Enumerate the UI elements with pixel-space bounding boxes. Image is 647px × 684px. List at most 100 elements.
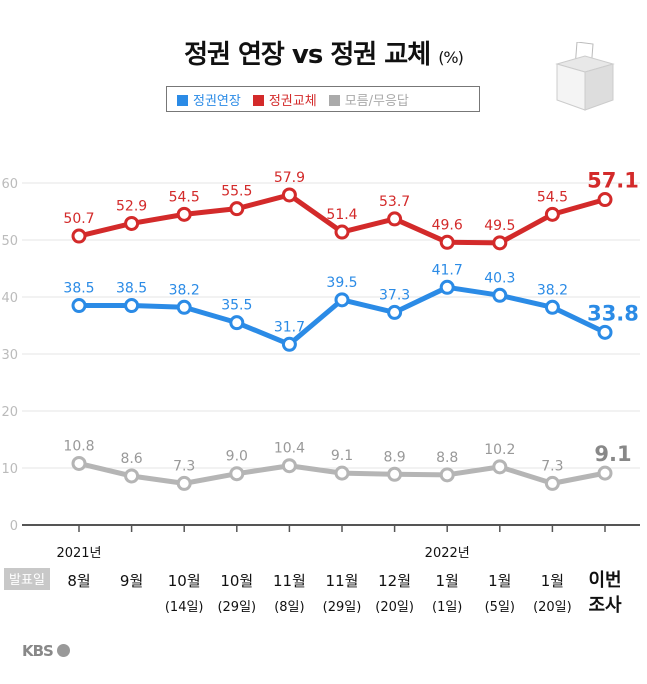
legend-label: 모름/무응답 xyxy=(344,93,409,109)
logo-text: KBS xyxy=(22,642,54,660)
kbs-logo: KBS xyxy=(22,642,71,660)
data-point xyxy=(387,304,403,320)
data-label: 31.7 xyxy=(274,319,305,335)
data-label: 51.4 xyxy=(326,207,357,223)
data-point xyxy=(229,315,245,331)
data-label: 53.7 xyxy=(379,194,410,210)
data-label: 41.7 xyxy=(432,262,463,278)
title-unit: (%) xyxy=(438,48,464,67)
y-tick-label: 50 xyxy=(1,234,18,249)
data-point xyxy=(544,299,560,315)
data-label: 54.5 xyxy=(537,189,568,205)
legend-item-0: 정권연장 xyxy=(177,90,241,109)
chart-title: 정권 연장 vs 정권 교체 (%) xyxy=(0,34,647,71)
legend-item-1: 정권교체 xyxy=(252,90,317,109)
data-point xyxy=(124,468,140,484)
data-label: 38.5 xyxy=(63,281,94,297)
x-tick-sublabel: (20일) xyxy=(375,600,414,615)
data-point xyxy=(71,228,87,244)
data-point xyxy=(439,279,455,295)
data-point xyxy=(544,475,560,491)
data-point xyxy=(71,455,87,471)
data-label: 40.3 xyxy=(484,270,515,286)
data-point xyxy=(544,206,560,222)
data-label: 7.3 xyxy=(541,458,563,474)
x-tick-label: 1월 xyxy=(488,572,511,590)
x-tick-label: 1월 xyxy=(436,572,459,590)
legend-item-2: 모름/무응답 xyxy=(328,90,409,109)
data-point xyxy=(597,192,613,208)
x-tick-sublabel: (20일) xyxy=(533,600,572,615)
data-label: 49.5 xyxy=(484,218,515,234)
data-label: 57.9 xyxy=(274,170,305,186)
data-point xyxy=(387,211,403,227)
data-label: 39.5 xyxy=(326,275,357,291)
y-tick-label: 40 xyxy=(1,291,18,306)
x-tick-label: 이번 xyxy=(588,570,621,591)
data-point xyxy=(492,235,508,251)
data-label: 37.3 xyxy=(379,287,410,303)
x-tick-sublabel: (8일) xyxy=(274,600,304,615)
x-tick-label: 10월 xyxy=(168,572,201,590)
x-header-label: 발표일 xyxy=(9,573,45,588)
data-label: 49.6 xyxy=(432,217,463,233)
data-label: 9.0 xyxy=(226,449,248,465)
data-point xyxy=(334,224,350,240)
x-tick-label: 8월 xyxy=(67,572,90,590)
data-point xyxy=(281,336,297,352)
data-point xyxy=(334,465,350,481)
x-header-bg xyxy=(4,568,50,590)
year-label: 2022년 xyxy=(425,546,470,561)
data-point xyxy=(492,287,508,303)
legend: 정권연장 정권교체 모름/무응답 xyxy=(166,86,480,112)
data-label: 38.5 xyxy=(116,281,147,297)
x-tick-sublabel: (29일) xyxy=(217,600,256,615)
data-point xyxy=(176,475,192,491)
data-point xyxy=(597,324,613,340)
data-point xyxy=(124,298,140,314)
data-label: 10.2 xyxy=(484,442,515,458)
x-tick-sublabel: (5일) xyxy=(485,600,515,615)
data-label: 8.8 xyxy=(436,450,458,466)
y-tick-label: 60 xyxy=(1,177,18,192)
year-label: 2021년 xyxy=(56,546,101,561)
data-point xyxy=(229,201,245,217)
data-point xyxy=(281,458,297,474)
data-label: 38.2 xyxy=(537,282,568,298)
data-label: 55.5 xyxy=(221,184,252,200)
line-chart: 0 10 20 30 40 50 60 8월 9월 10월 (14일) 10월 (29일) 11월 (8일)… xyxy=(1,169,640,616)
legend-label: 정권연장 xyxy=(193,93,241,109)
data-point xyxy=(439,467,455,483)
y-tick-label: 30 xyxy=(1,348,18,363)
data-label: 50.7 xyxy=(63,211,94,227)
x-tick-sublabel: (29일) xyxy=(323,600,362,615)
data-point xyxy=(176,206,192,222)
x-tick-label: 11월 xyxy=(273,572,306,590)
ballot-box-icon xyxy=(555,42,615,111)
data-point xyxy=(229,466,245,482)
data-label: 8.9 xyxy=(383,449,405,465)
title-text: 정권 연장 vs 정권 교체 xyxy=(184,40,431,70)
data-point xyxy=(281,187,297,203)
data-label: 7.3 xyxy=(173,458,195,474)
data-label: 10.4 xyxy=(274,441,305,457)
legend-label: 정권교체 xyxy=(268,93,317,109)
data-label: 35.5 xyxy=(221,298,252,314)
data-label: 9.1 xyxy=(594,442,631,466)
data-point xyxy=(176,299,192,315)
data-label: 9.1 xyxy=(331,448,353,464)
x-tick-label: 12월 xyxy=(378,572,411,590)
x-tick-label: 9월 xyxy=(120,572,143,590)
y-tick-label: 10 xyxy=(1,462,18,477)
data-point xyxy=(492,459,508,475)
data-label: 33.8 xyxy=(587,301,639,325)
y-tick-label: 0 xyxy=(10,519,18,534)
x-tick-label: 11월 xyxy=(326,572,359,590)
data-label: 10.8 xyxy=(63,438,94,454)
data-point xyxy=(124,215,140,231)
data-point xyxy=(334,292,350,308)
data-point xyxy=(387,466,403,482)
data-label: 8.6 xyxy=(120,451,142,467)
y-tick-label: 20 xyxy=(1,405,18,420)
